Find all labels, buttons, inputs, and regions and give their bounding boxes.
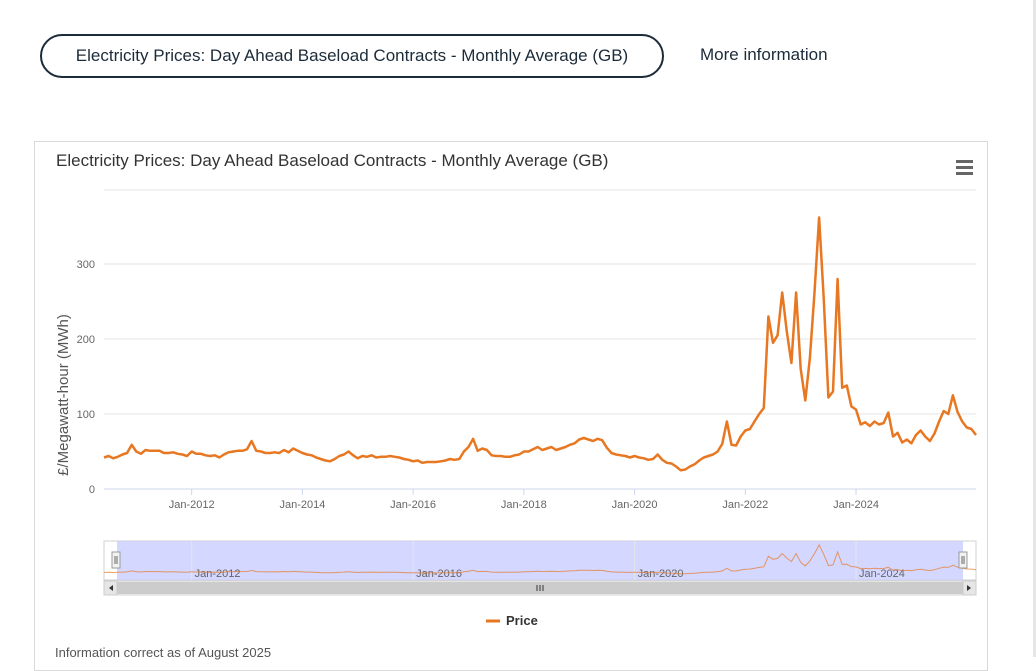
x-tick-label: Jan-2018 [501,499,547,511]
legend[interactable]: Price [486,613,538,628]
series-line-price[interactable] [103,216,977,472]
navigator-tick-label: Jan-2020 [638,568,684,580]
navigator-series-line [103,543,977,575]
arrow-right-icon [967,585,971,591]
navigator[interactable]: Jan-2012 Jan-2016 Jan-2020 Jan-2024 [103,540,977,581]
navigator-tick-label: Jan-2012 [195,568,241,580]
x-tick-label: Jan-2014 [279,499,325,511]
navigator-tick-label: Jan-2024 [859,568,905,580]
x-axis: Jan-2012 Jan-2014 Jan-2016 Jan-2018 Jan-2020… [104,488,976,511]
footnote: Information correct as of August 2025 [55,645,272,660]
y-tick-label: 200 [77,334,95,346]
arrow-left-icon [109,585,113,591]
y-axis-label: £/Megawatt-hour (MWh) [55,314,72,476]
y-tick-labels: 0 100 200 300 [77,259,95,496]
navigator-left-handle[interactable] [111,551,121,569]
x-tick-label: Jan-2022 [722,499,768,511]
navigator-series-layer [103,543,977,575]
navigator-selection[interactable] [117,541,963,580]
x-tick-label: Jan-2016 [390,499,436,511]
y-tick-label: 0 [89,484,95,496]
navigator-scrollbar[interactable] [103,580,977,596]
navigator-tick-label: Jan-2016 [416,568,462,580]
x-tick-label: Jan-2020 [612,499,658,511]
x-tick-label: Jan-2012 [169,499,215,511]
chart-title-button[interactable]: Electricity Prices: Day Ahead Baseload C… [40,34,664,78]
navigator-right-handle[interactable] [958,551,968,569]
page-scrollbar[interactable] [1033,0,1036,657]
hamburger-menu-icon[interactable] [956,160,973,175]
series-layer [103,216,977,472]
grid-lines [104,189,976,415]
x-tick-label: Jan-2024 [833,499,879,511]
chart-title: Electricity Prices: Day Ahead Baseload C… [56,151,608,170]
price-chart: Electricity Prices: Day Ahead Baseload C… [55,151,977,628]
y-tick-label: 300 [77,259,95,271]
navigator-ticks: Jan-2012 Jan-2016 Jan-2020 Jan-2024 [191,541,905,580]
scrollbar-grip-icon [536,585,544,591]
y-tick-label: 100 [77,409,95,421]
more-information-link[interactable]: More information [700,45,828,64]
legend-item-price[interactable]: Price [506,613,538,628]
